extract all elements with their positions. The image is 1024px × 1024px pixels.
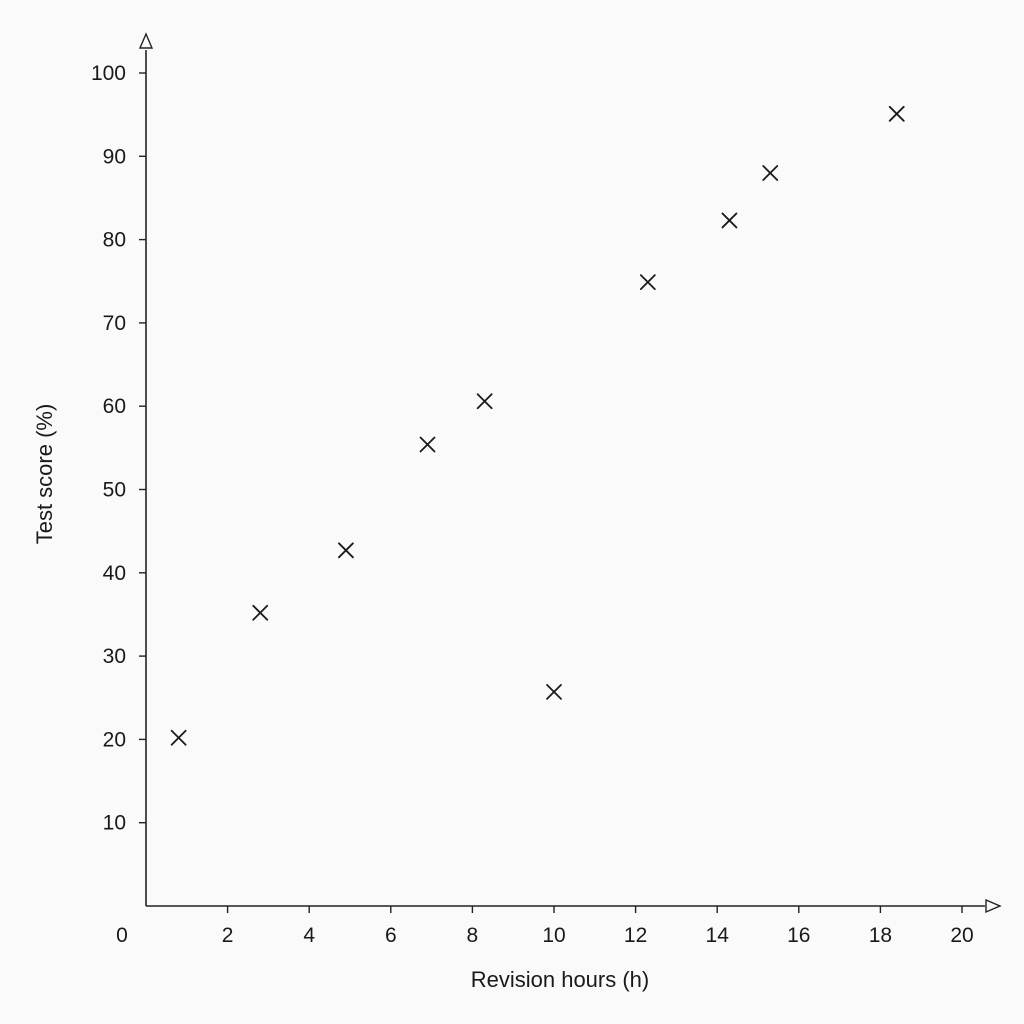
x-tick-label: 20 <box>950 924 973 947</box>
data-point-marker <box>419 436 436 453</box>
axes <box>138 32 1002 914</box>
x-tick-label: 8 <box>467 924 479 947</box>
x-tick-label: 14 <box>706 924 730 947</box>
data-point-marker <box>252 604 269 621</box>
y-tick-label: 30 <box>103 645 126 668</box>
y-tick-label: 80 <box>103 229 126 252</box>
x-tick-label: 18 <box>869 924 892 947</box>
data-point-marker <box>546 684 562 700</box>
data-points <box>170 105 905 746</box>
data-point-marker <box>721 212 738 229</box>
y-tick-label: 50 <box>103 479 126 502</box>
data-point-marker <box>762 165 779 181</box>
data-point-marker <box>888 105 905 122</box>
y-tick-label: 90 <box>103 145 126 168</box>
y-tick-label: 20 <box>103 728 126 751</box>
x-tick-label: 12 <box>624 924 647 947</box>
data-point-marker <box>639 274 656 290</box>
x-tick-label: 16 <box>787 924 810 947</box>
y-tick-label: 70 <box>103 312 126 335</box>
x-axis-label: Revision hours (h) <box>471 967 650 992</box>
x-tick-label: 0 <box>116 924 128 947</box>
y-tick-label: 10 <box>103 812 126 835</box>
y-tick-label: 100 <box>91 62 126 85</box>
data-point-marker <box>338 542 354 559</box>
x-tick-label: 4 <box>303 924 315 947</box>
data-point-marker <box>170 729 187 746</box>
data-point-marker <box>476 393 493 410</box>
y-tick-label: 40 <box>103 562 126 585</box>
y-axis-arrow-icon <box>138 32 154 49</box>
y-tick-label: 60 <box>103 395 126 418</box>
x-tick-label: 2 <box>222 924 234 947</box>
x-tick-label: 10 <box>542 924 565 947</box>
x-axis-arrow-icon <box>985 898 1002 914</box>
y-axis-label: Test score (%) <box>32 404 57 545</box>
x-tick-label: 6 <box>385 924 397 947</box>
ticks: 0 2 4 6 8 10 12 14 16 18 20 10 20 30 40 50 60 70 80 90 100 <box>91 62 974 947</box>
